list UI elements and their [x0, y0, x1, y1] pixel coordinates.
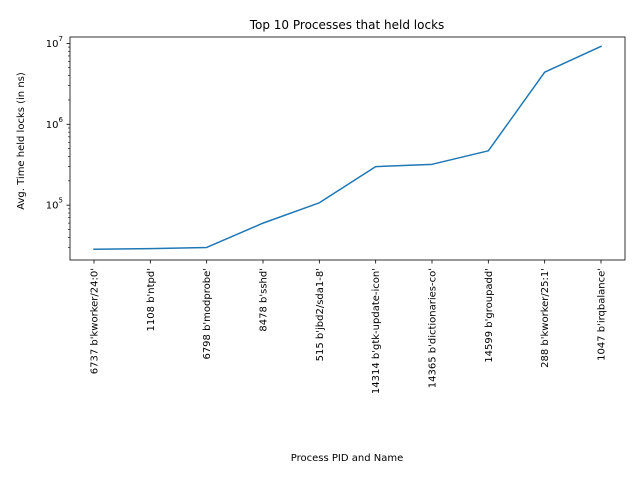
- x-tick-label: 6798 b'modprobe': [202, 268, 213, 360]
- x-tick-label: 8478 b'sshd': [259, 268, 270, 332]
- x-tick-label: 515 b'jbd2/sda1-8': [315, 268, 326, 361]
- y-tick-label: 107: [46, 35, 63, 50]
- y-axis-label: Avg. Time held locks (in ns): [16, 72, 27, 210]
- chart-title: Top 10 Processes that held locks: [249, 18, 445, 32]
- y-tick-label: 106: [46, 116, 64, 131]
- plot-area: 6737 b'kworker/24:0' 1108 b'ntpd' 6798 b'm…: [46, 35, 626, 394]
- x-tick-label: 14365 b'dictionaries-co': [428, 268, 439, 388]
- plot-frame: [69, 36, 626, 261]
- x-tick-label: 1108 b'ntpd': [146, 268, 157, 331]
- series-line: [93, 45, 602, 251]
- x-tick-label: 1047 b'irqbalance': [597, 268, 608, 361]
- x-tick-label: 6737 b'kworker/24:0': [90, 268, 101, 374]
- x-tick-label: 288 b'kworker/25:1': [540, 268, 551, 368]
- y-tick-label: 105: [46, 197, 63, 212]
- x-tick-label: 14599 b'groupadd': [484, 268, 495, 363]
- x-tick-label: 14314 b'gtk-update-icon': [371, 268, 382, 394]
- x-axis-label: Process PID and Name: [291, 453, 403, 464]
